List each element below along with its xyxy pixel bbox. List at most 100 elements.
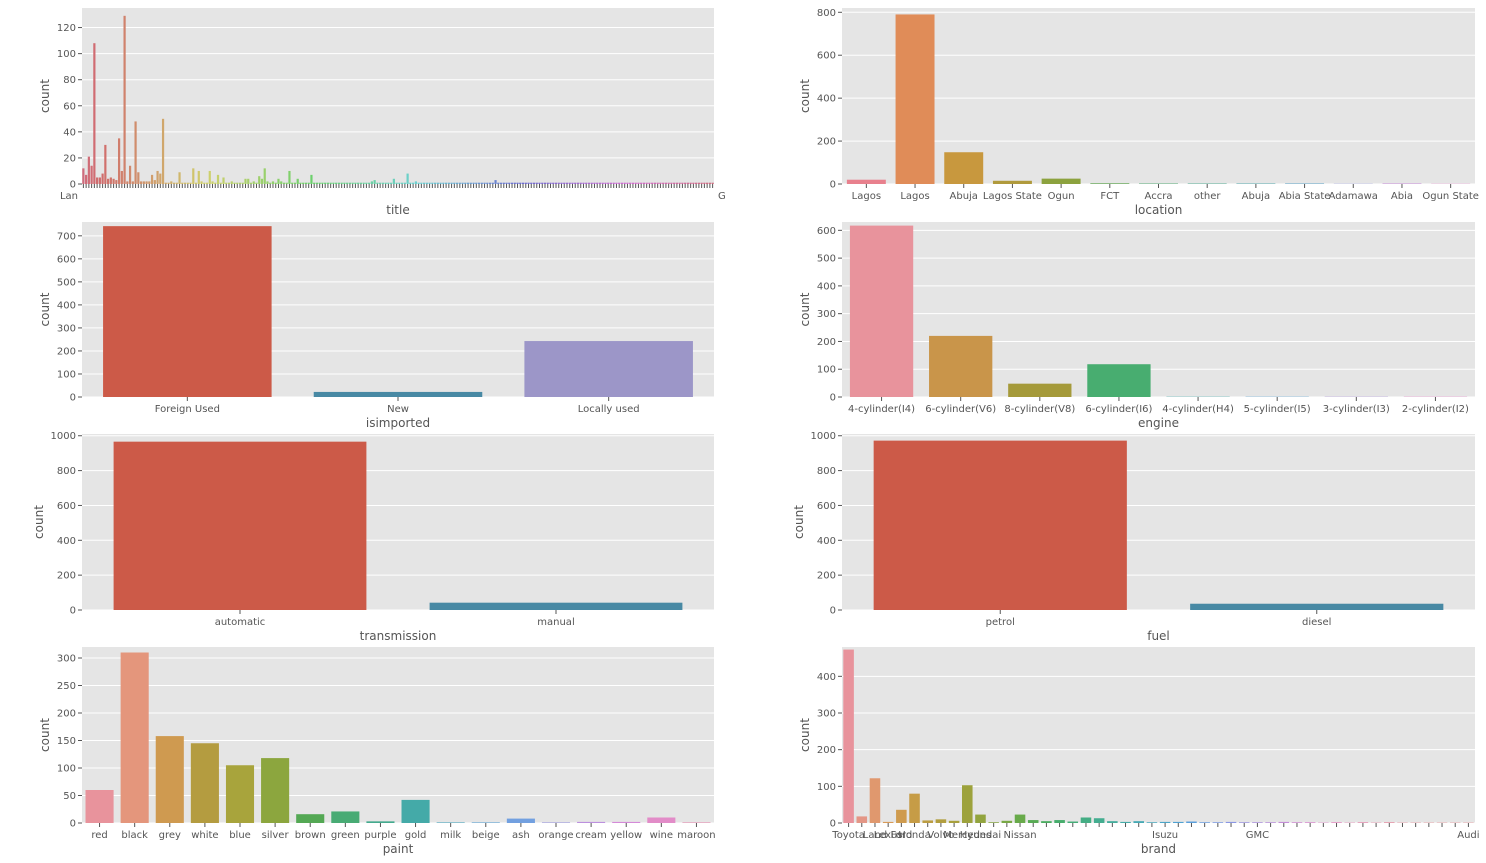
bar (362, 182, 365, 184)
bar (98, 177, 101, 184)
x-tick-label: Abuja (950, 191, 978, 202)
bar (571, 182, 574, 184)
bar (145, 181, 148, 184)
x-tick-label: Lagos State (983, 191, 1042, 202)
bar (682, 822, 711, 823)
bar (667, 182, 670, 184)
bar (310, 174, 313, 184)
bar (480, 182, 483, 184)
y-tick-label: 50 (63, 791, 76, 802)
bar (1238, 822, 1250, 823)
bar (384, 182, 387, 184)
y-tick-label: 300 (817, 709, 836, 720)
bar (1186, 821, 1197, 823)
bar (255, 182, 258, 184)
bar (139, 181, 143, 184)
y-tick-label: 600 (57, 254, 76, 265)
x-tick-label: Abia State (1279, 191, 1331, 202)
y-tick-label: 200 (57, 709, 76, 720)
x-tick-label: blue (229, 830, 251, 841)
bar (423, 182, 426, 184)
bar (335, 182, 338, 184)
bar (299, 182, 302, 184)
bar (359, 182, 363, 184)
bar (159, 173, 162, 184)
bar (469, 182, 472, 184)
bar (1190, 603, 1444, 610)
bar (623, 182, 626, 184)
bar (172, 182, 176, 184)
bar (1304, 822, 1316, 823)
bar (155, 736, 184, 823)
bar (634, 182, 637, 184)
bar (340, 182, 343, 184)
bar (497, 182, 500, 184)
bar (225, 182, 228, 184)
bar (148, 181, 151, 184)
bar (689, 182, 692, 184)
x-tick-label: New (387, 404, 409, 415)
bar (466, 182, 470, 184)
chart-panel-location: 0 200 400 600 800 Lagos Lagos Abuja Lagos State O… (798, 8, 1479, 217)
x-tick-label: Mercedes (943, 830, 991, 841)
bar (516, 182, 519, 184)
bar (524, 341, 693, 397)
x-tick-label: Accra (1145, 191, 1173, 202)
bar (471, 822, 500, 823)
x-axis-label: title (386, 203, 409, 217)
chart-panel-engine: 0 100 200 300 400 500 600 4-cylinder(I4) 6-cylin… (798, 222, 1475, 430)
y-axis-label: count (38, 292, 52, 326)
bar (596, 182, 599, 184)
bar (1199, 822, 1210, 823)
y-tick-label: 400 (817, 94, 836, 105)
bar (302, 182, 305, 184)
x-tick-label: Honda (898, 830, 930, 841)
bar (992, 180, 1032, 184)
y-tick-label: 100 (57, 369, 76, 380)
bar (420, 182, 423, 184)
bar (675, 182, 679, 184)
bar (502, 182, 505, 184)
bar (134, 121, 137, 184)
bar (565, 182, 569, 184)
bar (429, 602, 683, 610)
y-axis-label: count (38, 79, 52, 113)
bar (189, 182, 192, 184)
bar (288, 170, 291, 184)
x-axis-label: brand (1141, 842, 1176, 856)
x-tick-label: Abia (1391, 191, 1413, 202)
x-tick-label: Ogun State (1422, 191, 1479, 202)
bar (366, 821, 395, 823)
bar (233, 182, 236, 184)
bar (615, 182, 618, 184)
bar (506, 818, 535, 823)
bar (631, 182, 635, 184)
bar (252, 181, 255, 184)
bar (1252, 822, 1263, 823)
bar (153, 180, 156, 184)
y-tick-label: 300 (817, 309, 836, 320)
bar (593, 182, 596, 184)
bar (629, 182, 632, 184)
bar (645, 182, 648, 184)
bar (348, 182, 352, 184)
bar (618, 182, 621, 184)
x-tick-label: GMC (1246, 830, 1269, 841)
y-tick-label: 120 (57, 23, 76, 34)
bar (642, 182, 646, 184)
bar (387, 182, 390, 184)
bar (444, 182, 448, 184)
bar (843, 649, 854, 823)
x-tick-label: 6-cylinder(I6) (1085, 404, 1152, 415)
bar (244, 178, 247, 184)
y-tick-label: 0 (70, 819, 76, 830)
y-tick-label: 800 (817, 466, 836, 477)
bar (186, 182, 189, 184)
bar (285, 182, 288, 184)
bar (1041, 178, 1081, 184)
bar (659, 182, 662, 184)
x-tick-label: Lagos (852, 191, 881, 202)
y-tick-label: 40 (63, 127, 76, 138)
y-tick-label: 600 (817, 226, 836, 237)
